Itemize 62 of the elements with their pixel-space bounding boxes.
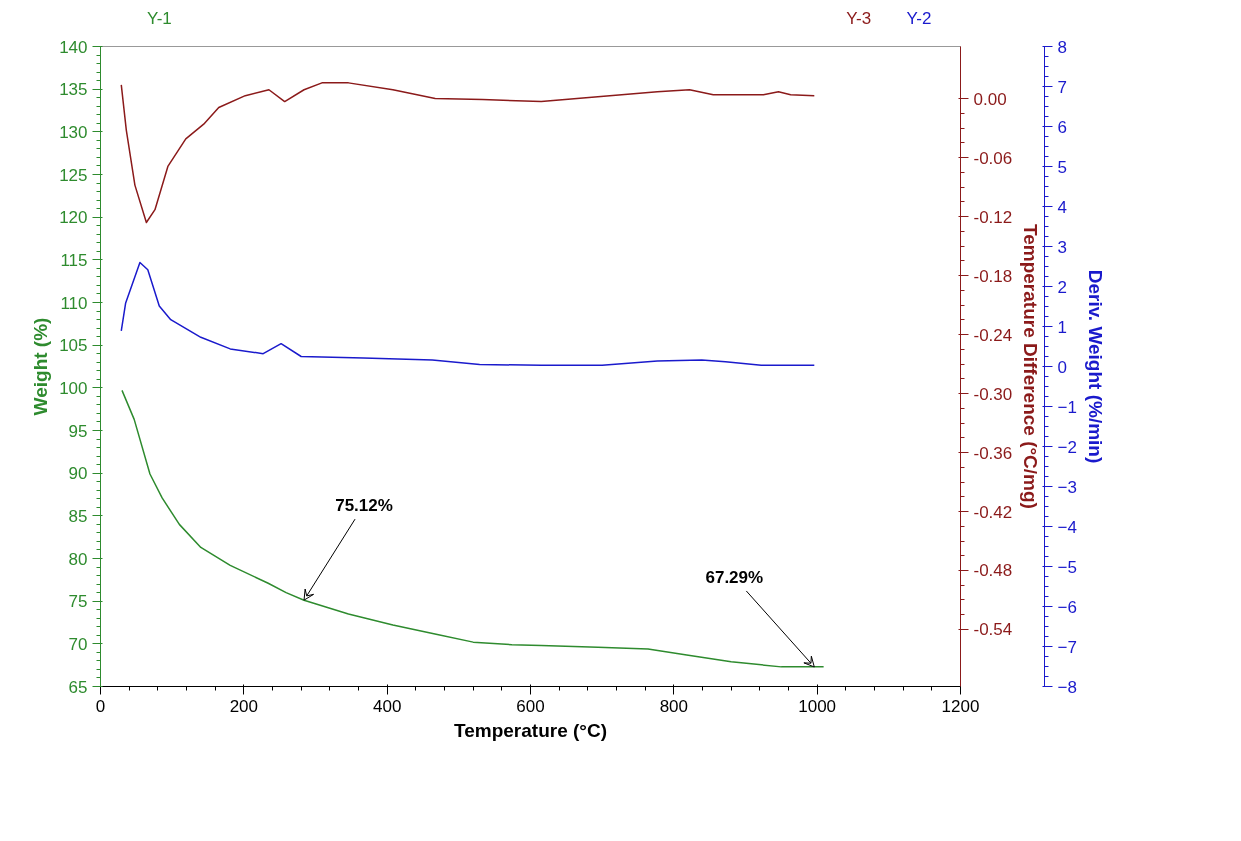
y2-tick-label: −1 <box>1057 397 1077 417</box>
line-series <box>121 389 825 668</box>
y2-tick-label: 7 <box>1057 77 1067 97</box>
x-tick-label: 1200 <box>941 696 980 716</box>
line-series <box>120 82 816 224</box>
y-tick-label: 100 <box>59 378 88 398</box>
y3-tick-label: -0.36 <box>973 443 1013 463</box>
y-tick-label: 105 <box>59 336 88 356</box>
line-series <box>120 261 816 367</box>
y-tick-label: 95 <box>68 421 88 441</box>
y2-tick-label: 4 <box>1057 197 1067 217</box>
y-tick-label: 125 <box>59 165 88 185</box>
text: Y-3 <box>846 8 872 28</box>
y2-tick-label: 2 <box>1057 277 1067 297</box>
y-tick-label: 85 <box>68 506 88 526</box>
y-tick-label: 115 <box>60 250 88 270</box>
text: Y-2 <box>906 8 932 28</box>
y2-tick-label: 1 <box>1057 317 1067 337</box>
y-tick-label: 135 <box>59 80 88 100</box>
y2-tick-label: −4 <box>1057 517 1077 537</box>
y-tick-label: 110 <box>60 293 88 313</box>
y3-tick-label: -0.12 <box>973 207 1013 227</box>
y2-tick-label: 8 <box>1057 37 1067 57</box>
y2-tick-label: 6 <box>1057 117 1067 137</box>
y2-tick-label: 5 <box>1057 157 1067 177</box>
y3-tick-label: -0.06 <box>973 148 1013 168</box>
y2-tick-label: −2 <box>1057 437 1077 457</box>
x-tick-label: 400 <box>372 696 402 716</box>
y3-tick-label: -0.48 <box>973 561 1013 581</box>
x-tick-label: 1000 <box>798 696 837 716</box>
x-tick-label: 0 <box>95 696 106 716</box>
annotation: 75.12% <box>335 496 393 516</box>
y2-tick-label: 0 <box>1057 357 1067 377</box>
y3-tick-label: -0.54 <box>973 620 1013 640</box>
y-tick-label: 80 <box>68 549 88 569</box>
y2-tick-label: 3 <box>1057 237 1067 257</box>
x-tick-label: 800 <box>659 696 689 716</box>
y-tick-label: 90 <box>68 464 88 484</box>
y-tick-label: 130 <box>59 122 88 142</box>
y-tick-label: 120 <box>59 208 88 228</box>
y3-tick-label: -0.24 <box>973 325 1013 345</box>
y3-tick-label: 0.00 <box>973 89 1007 109</box>
x-tick-label: 200 <box>229 696 259 716</box>
y3-axis-title: Temperature Difference (°C/mg) <box>1020 224 1042 509</box>
x-tick-label: 600 <box>516 696 545 716</box>
y3-tick-label: -0.18 <box>973 266 1013 286</box>
y2-axis-title: Deriv. Weight (%/min) <box>1084 269 1106 464</box>
annotation: 67.29% <box>705 567 764 587</box>
y2-tick-label: −5 <box>1057 557 1077 577</box>
y3-tick-label: -0.30 <box>973 384 1013 404</box>
y2-tick-label: −7 <box>1057 637 1077 657</box>
y3-tick-label: -0.42 <box>973 502 1013 522</box>
x-axis-title: Temperature (°C) <box>454 719 607 741</box>
y-tick-label: 140 <box>59 37 88 57</box>
y2-tick-label: −6 <box>1057 597 1077 617</box>
y2-tick-label: −3 <box>1057 477 1077 497</box>
y2-tick-label: −8 <box>1057 677 1077 697</box>
y-axis-title: Weight (%) <box>30 317 52 416</box>
y-tick-label: 75 <box>68 592 88 612</box>
text: Y-1 <box>146 8 172 28</box>
y-tick-label: 70 <box>68 634 88 654</box>
y-tick-label: 65 <box>68 677 88 697</box>
